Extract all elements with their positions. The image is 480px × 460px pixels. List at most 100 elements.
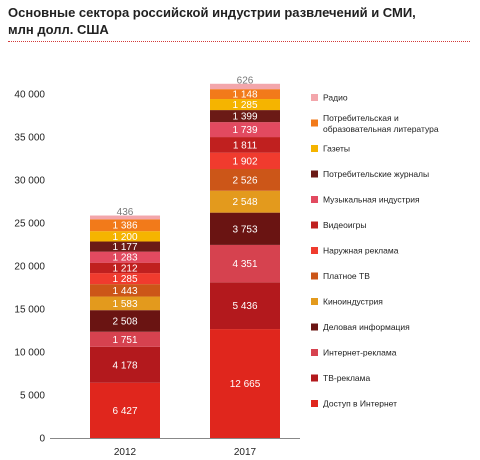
legend: Радио Потребительская и образовательная ли… [311, 93, 439, 409]
legend-swatch [311, 94, 318, 101]
legend-swatch [311, 196, 318, 203]
bar-segment [210, 282, 280, 330]
legend-label: Платное ТВ [323, 271, 370, 281]
title-divider [8, 41, 470, 42]
data-label: 2 548 [232, 197, 257, 208]
bar-segment [90, 215, 160, 220]
data-label: 1 443 [112, 286, 137, 297]
y-tick-label: 0 [39, 434, 45, 445]
legend-item: Радио [311, 93, 348, 103]
data-label: 3 753 [232, 224, 257, 235]
bar-segment [210, 99, 280, 111]
data-label: 1 386 [112, 221, 137, 232]
bar-segment [210, 212, 280, 245]
data-label: 1 811 [233, 140, 258, 151]
data-label: 1 283 [112, 253, 137, 264]
legend-item: Музыкальная индустрия [311, 195, 420, 205]
legend-swatch [311, 145, 318, 152]
y-tick-label: 35 000 [14, 133, 45, 144]
y-tick-label: 15 000 [14, 305, 45, 316]
bar-segment [210, 110, 280, 123]
data-label: 1 902 [232, 156, 257, 167]
bar-segment [210, 244, 280, 283]
y-tick-label: 40 000 [14, 90, 45, 101]
bar-segment [90, 231, 160, 242]
legend-swatch [311, 119, 318, 127]
chart-title: Основные сектора российской индустрии ра… [8, 5, 416, 37]
legend-label: Видеоигры [323, 220, 367, 230]
legend-label: Интернет-реклама [323, 348, 397, 358]
bar-segment [90, 273, 160, 285]
data-label: 1 583 [112, 299, 137, 310]
legend-label: Музыкальная индустрия [323, 195, 420, 205]
y-tick-label: 25 000 [14, 219, 45, 230]
data-label: 1 751 [112, 335, 137, 346]
bar-segment [210, 83, 280, 90]
bar-segment [210, 122, 280, 138]
x-tick-label: 2017 [234, 447, 257, 458]
bar-segment [210, 89, 280, 100]
data-label: 1 200 [112, 232, 137, 243]
legend-label: Радио [323, 93, 348, 103]
legend-item: Видеоигры [311, 220, 367, 230]
data-label: 1 148 [232, 90, 257, 101]
bar-segment [90, 219, 160, 232]
x-tick-label: 2012 [114, 447, 137, 458]
x-axis: 2012 2017 [50, 438, 300, 458]
legend-swatch [311, 170, 318, 178]
data-label: 1 285 [112, 274, 137, 285]
bar-segment [210, 137, 280, 153]
bar-segment [90, 251, 160, 263]
bar-segment [90, 310, 160, 332]
bar-segment [90, 331, 160, 347]
bar-segment [90, 284, 160, 297]
y-tick-label: 5 000 [20, 391, 45, 402]
bar-segment [90, 241, 160, 252]
legend-item: Киноиндустрия [311, 297, 383, 307]
data-label: 1 399 [232, 112, 257, 123]
legend-label: Потребительская и образовательная литерат… [323, 113, 439, 134]
legend-item: Деловая информация [311, 322, 410, 332]
data-label: 626 [237, 75, 254, 86]
legend-swatch [311, 272, 318, 280]
bar-segment [210, 169, 280, 191]
data-label: 1 285 [232, 100, 257, 111]
bar-segment [90, 382, 160, 438]
legend-label: Наружная реклама [323, 246, 399, 256]
data-label: 4 178 [112, 360, 137, 371]
legend-item: Доступ в Интернет [311, 399, 397, 409]
legend-swatch [311, 323, 318, 331]
data-label: 1 739 [232, 125, 257, 136]
bar-segment [90, 262, 160, 274]
data-label: 2 526 [232, 175, 257, 186]
legend-swatch [311, 298, 318, 305]
bar-segment [90, 346, 160, 383]
legend-item: Наружная реклама [311, 246, 399, 256]
legend-item: Газеты [311, 144, 350, 154]
y-tick-label: 30 000 [14, 176, 45, 187]
data-label: 6 427 [112, 406, 137, 417]
legend-item: Потребительская и образовательная литерат… [311, 113, 439, 134]
legend-label: Киноиндустрия [323, 297, 383, 307]
legend-item: Потребительские журналы [311, 169, 429, 179]
y-tick-label: 20 000 [14, 262, 45, 273]
legend-swatch [311, 400, 318, 407]
bar-segment [90, 296, 160, 311]
data-label: 436 [117, 207, 134, 218]
bar-stack-2017: 12 665 5 436 4 351 3 753 2 548 2 526 1 902 1 81… [210, 75, 280, 438]
bar-segment [210, 329, 280, 438]
legend-item: Интернет-реклама [311, 348, 397, 358]
legend-swatch [311, 349, 318, 356]
legend-swatch [311, 221, 318, 229]
legend-item: ТВ-реклама [311, 373, 370, 383]
data-label: 12 665 [230, 379, 261, 390]
data-label: 1 177 [112, 242, 137, 253]
y-tick-label: 10 000 [14, 348, 45, 359]
legend-label: Деловая информация [323, 322, 410, 332]
legend-label: ТВ-реклама [323, 373, 370, 383]
legend-label: Доступ в Интернет [323, 399, 397, 409]
legend-label: Потребительские журналы [323, 169, 429, 179]
legend-label: Газеты [323, 144, 350, 154]
